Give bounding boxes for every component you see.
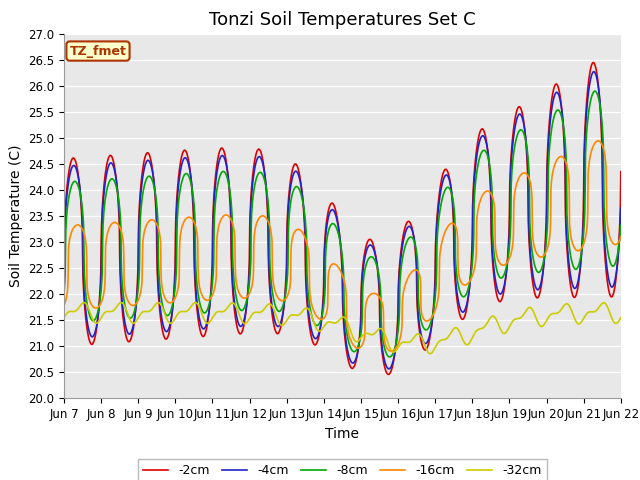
-16cm (595, 138, 602, 144)
-16cm (318, 316, 326, 322)
-32cm (378, 326, 385, 332)
Line: -16cm: -16cm (64, 141, 621, 351)
-32cm (617, 315, 625, 321)
-2cm (296, 176, 304, 182)
-2cm (103, 160, 111, 166)
-4cm (590, 69, 598, 74)
Line: -32cm: -32cm (64, 302, 621, 354)
-16cm (377, 297, 385, 302)
-8cm (386, 354, 394, 360)
-2cm (589, 60, 597, 65)
X-axis label: Time: Time (325, 427, 360, 441)
-16cm (387, 348, 395, 354)
-16cm (296, 227, 304, 233)
-2cm (318, 313, 326, 319)
-4cm (103, 168, 111, 174)
-4cm (617, 205, 625, 211)
-4cm (385, 366, 393, 372)
-16cm (617, 234, 625, 240)
Line: -8cm: -8cm (64, 91, 621, 357)
-32cm (297, 311, 305, 316)
-2cm (377, 337, 385, 343)
-2cm (60, 250, 68, 255)
Line: -2cm: -2cm (64, 62, 621, 374)
-8cm (103, 186, 111, 192)
-32cm (308, 314, 316, 320)
-32cm (60, 315, 68, 321)
-32cm (80, 300, 88, 305)
-4cm (377, 331, 385, 337)
Text: TZ_fmet: TZ_fmet (70, 45, 127, 58)
-16cm (126, 301, 134, 307)
-8cm (377, 294, 385, 300)
-8cm (591, 88, 598, 94)
Y-axis label: Soil Temperature (C): Soil Temperature (C) (8, 145, 22, 287)
-2cm (617, 169, 625, 175)
-8cm (318, 314, 326, 320)
-4cm (126, 331, 134, 337)
-32cm (318, 326, 326, 332)
-32cm (126, 317, 134, 323)
-2cm (385, 372, 392, 377)
-2cm (308, 336, 316, 341)
-32cm (426, 351, 434, 357)
-4cm (296, 179, 304, 185)
-4cm (60, 277, 68, 283)
-16cm (60, 302, 68, 308)
Line: -4cm: -4cm (64, 72, 621, 369)
-8cm (617, 222, 625, 228)
-16cm (308, 302, 316, 308)
-4cm (318, 315, 326, 321)
-8cm (296, 189, 304, 194)
-8cm (126, 315, 134, 321)
-32cm (104, 309, 111, 314)
Legend: -2cm, -4cm, -8cm, -16cm, -32cm: -2cm, -4cm, -8cm, -16cm, -32cm (138, 459, 547, 480)
-4cm (308, 328, 316, 334)
-16cm (103, 232, 111, 238)
Title: Tonzi Soil Temperatures Set C: Tonzi Soil Temperatures Set C (209, 11, 476, 29)
-8cm (308, 313, 316, 319)
-2cm (126, 338, 134, 344)
-8cm (60, 290, 68, 296)
